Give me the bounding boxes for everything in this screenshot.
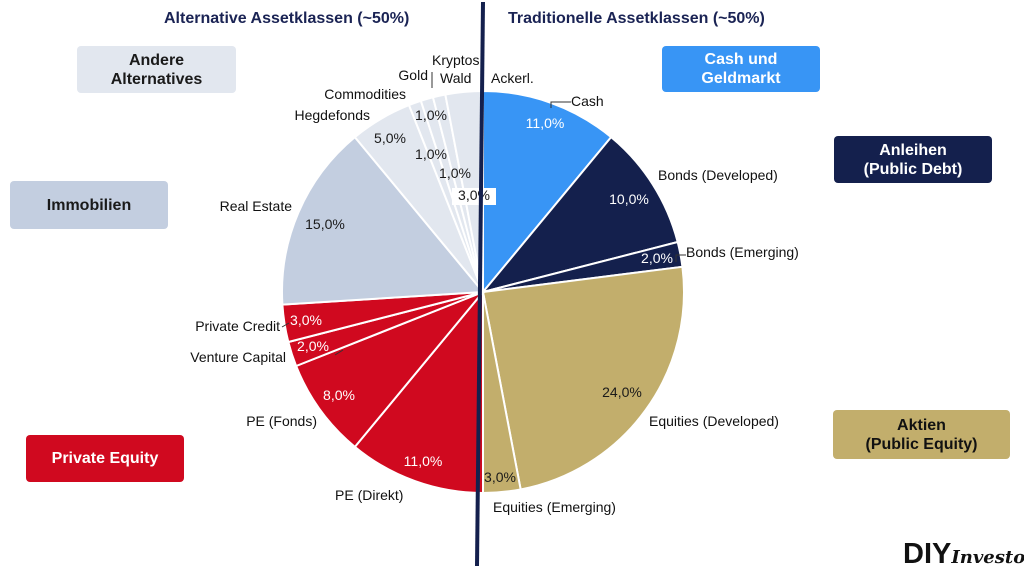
value-label-pe-direkt-: 11,0%: [404, 453, 443, 469]
slice-label-venture-capital: Venture Capital: [190, 349, 286, 365]
value-label-equities-emerging-: 3,0%: [484, 469, 516, 485]
slice-label-bonds-developed-: Bonds (Developed): [658, 167, 778, 183]
slice-label-pe-direkt-: PE (Direkt): [335, 487, 403, 503]
slice-label-pe-fonds-: PE (Fonds): [246, 413, 317, 429]
box-andere-alternatives: Andere Alternatives: [77, 46, 236, 93]
value-label-commodities: 1,0%: [415, 107, 447, 123]
pie-slice-bonds-developed-: [480, 135, 679, 294]
box-aktien: Aktien (Public Equity): [833, 410, 1010, 459]
slice-label-bonds-emerging-: Bonds (Emerging): [686, 244, 799, 260]
slice-label-gold: Gold: [398, 67, 428, 83]
slice-label-kryptos: Kryptos: [432, 52, 479, 68]
slice-label-private-credit: Private Credit: [195, 318, 280, 334]
value-label-private-credit: 3,0%: [290, 312, 322, 328]
leader-line: [675, 254, 686, 262]
title-traditional: Traditionelle Assetklassen (~50%): [508, 10, 765, 27]
diy-investor-logo: DIYInvestor: [903, 538, 1024, 570]
box-cash-geldmarkt: Cash und Geldmarkt: [662, 46, 820, 92]
slice-label-equities-emerging-: Equities (Emerging): [493, 499, 616, 515]
title-alternative: Alternative Assetklassen (~50%): [164, 10, 410, 27]
box-private-equity: Private Equity: [26, 435, 184, 482]
box-immobilien: Immobilien: [10, 181, 168, 229]
value-label-real-estate: 15,0%: [305, 216, 345, 232]
value-label-bonds-emerging-: 2,0%: [641, 250, 673, 266]
slice-label-wald: Wald: [440, 70, 471, 86]
leader-line: [334, 349, 344, 356]
value-label-kryptos: 1,0%: [439, 165, 471, 181]
slice-label-ackerl-: Ackerl.: [491, 70, 534, 86]
value-label-hegdefonds: 5,0%: [374, 130, 406, 146]
pie-slice-equities-developed-: [481, 265, 685, 491]
value-label-equities-developed-: 24,0%: [602, 384, 642, 400]
value-label-venture-capital: 2,0%: [297, 338, 329, 354]
box-anleihen: Anleihen (Public Debt): [834, 136, 992, 183]
leader-line: [550, 101, 571, 108]
value-label-gold: 1,0%: [415, 146, 447, 162]
pie-slice-pe-fonds-: [294, 291, 484, 449]
slice-label-equities-developed-: Equities (Developed): [649, 413, 779, 429]
leader-line: [281, 322, 290, 328]
pie-slice-pe-direkt-: [353, 289, 484, 495]
value-label-bg: [452, 188, 496, 205]
value-label-cash: 11,0%: [526, 115, 565, 131]
pie-slice-real-estate: [281, 135, 486, 306]
slice-label-commodities: Commodities: [324, 86, 406, 102]
value-label-ackerl-: 3,0%: [458, 187, 490, 203]
value-label-pe-fonds-: 8,0%: [323, 387, 355, 403]
slice-label-real-estate: Real Estate: [220, 198, 293, 214]
divider-line: [475, 1, 485, 567]
slice-label-cash: Cash: [571, 93, 604, 109]
slice-label-hegdefonds: Hegdefonds: [294, 107, 370, 123]
value-label-bonds-developed-: 10,0%: [609, 191, 649, 207]
